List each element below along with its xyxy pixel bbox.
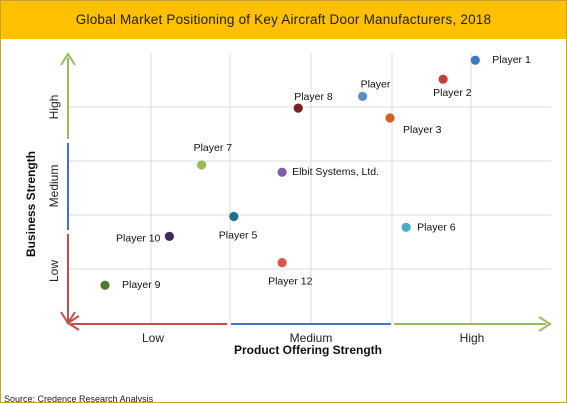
point-labels: Player 1 Player 2 Player Player 8 Player 3 Pl… [116, 54, 531, 291]
data-point [277, 167, 287, 177]
y-axis-arrow-up-icon [60, 52, 76, 66]
x-tick-label: High [460, 331, 485, 345]
x-tick-label: Medium [290, 331, 333, 345]
grid [68, 53, 551, 324]
chart-title: Global Market Positioning of Key Aircraf… [1, 1, 566, 39]
data-point-label: Player 10 [116, 232, 161, 244]
data-point [293, 103, 303, 113]
data-point [229, 211, 239, 222]
data-point [358, 91, 368, 101]
data-point-label: Player 9 [122, 279, 161, 291]
data-point-label: Player 7 [194, 142, 233, 154]
data-point-label: Player 2 [433, 87, 472, 99]
data-point [277, 258, 287, 268]
data-point [438, 74, 448, 84]
data-point [401, 222, 411, 232]
data-point-label: Elbit Systems, Ltd. [292, 166, 379, 178]
data-points [100, 55, 480, 290]
data-point-label: Player 1 [492, 54, 531, 66]
data-point [385, 113, 395, 123]
data-point [100, 280, 110, 290]
x-axis-title: Product Offering Strength [234, 343, 382, 357]
x-tick-label: Low [142, 331, 164, 345]
tick-labels: Low Medium High Low Medium High [47, 95, 484, 345]
data-point-label: Player 5 [219, 230, 258, 242]
data-point-label: Player [361, 78, 391, 90]
y-axis-title: Business Strength [24, 151, 38, 257]
x-axis-arrow-right-icon [538, 316, 552, 332]
data-point-label: Player 6 [417, 221, 456, 233]
axes [60, 52, 552, 332]
data-point [197, 160, 207, 170]
data-point-label: Player 3 [403, 124, 442, 136]
y-tick-label: Medium [47, 165, 61, 208]
data-point [470, 55, 480, 65]
data-point-label: Player 8 [294, 91, 333, 103]
data-point-label: Player 12 [268, 276, 313, 288]
y-axis-arrow-down-icon [60, 311, 76, 325]
source-note: Source: Credence Research Analysis [4, 394, 154, 403]
y-tick-label: High [47, 95, 61, 120]
data-point [164, 231, 174, 241]
y-tick-label: Low [47, 260, 61, 282]
